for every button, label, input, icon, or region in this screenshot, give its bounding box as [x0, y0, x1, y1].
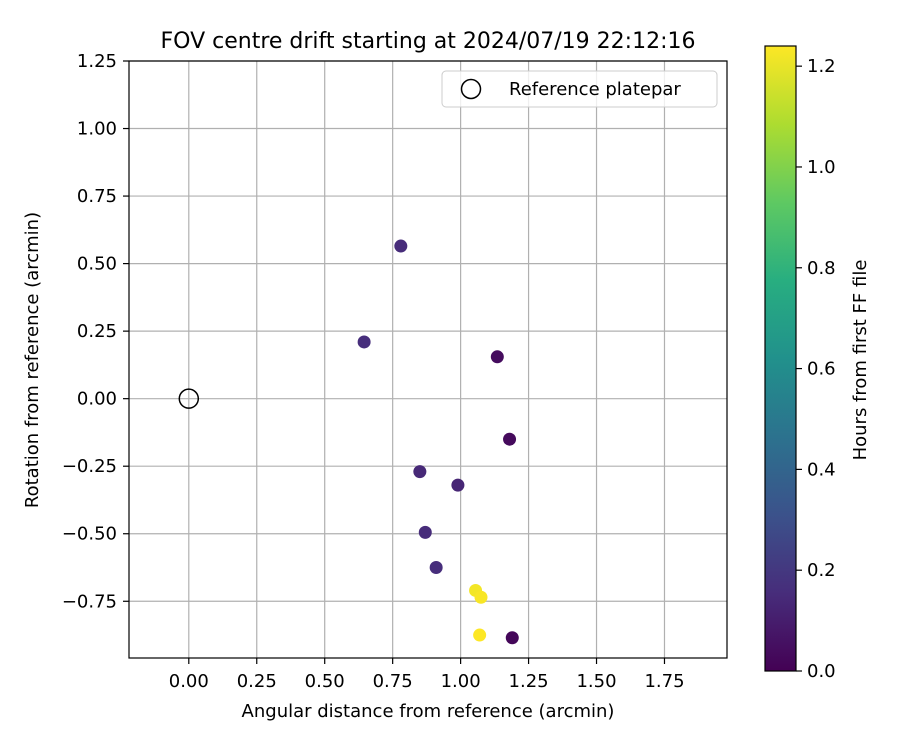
colorbar [765, 46, 796, 671]
chart-title: FOV centre drift starting at 2024/07/19 … [161, 29, 696, 54]
x-tick-label: 1.75 [644, 671, 684, 692]
data-point [429, 561, 443, 575]
x-axis-label: Angular distance from reference (arcmin) [242, 701, 615, 722]
grid-lines [129, 60, 727, 658]
x-tick-label: 1.50 [576, 671, 616, 692]
y-axis-label: Rotation from reference (arcmin) [22, 212, 43, 508]
colorbar-tick-label: 1.2 [807, 56, 836, 77]
colorbar-tick-label: 0.6 [807, 359, 836, 380]
x-axis-ticks: 0.00 0.25 0.50 0.75 1.00 1.25 1.50 1.75 [169, 658, 685, 692]
legend-marker [460, 78, 482, 100]
colorbar-tick-label: 1.0 [807, 157, 836, 178]
y-tick-label: −0.75 [62, 591, 117, 612]
y-tick-label: 0.00 [77, 389, 117, 410]
data-point [474, 590, 488, 604]
y-tick-label: −0.50 [62, 524, 117, 545]
x-tick-label: 1.00 [441, 671, 481, 692]
colorbar-frame [764, 45, 797, 672]
colorbar-tick-label: 0.8 [807, 258, 836, 279]
reference-platepar-marker [178, 388, 200, 409]
data-point [451, 478, 465, 492]
data-point [394, 239, 408, 253]
x-tick-label: 0.25 [237, 671, 277, 692]
y-tick-label: 0.25 [77, 321, 117, 342]
legend-box [441, 70, 718, 108]
data-point [503, 432, 517, 446]
y-tick-label: 1.25 [77, 51, 117, 72]
y-axis-ticks: 1.25 1.00 0.75 0.50 0.25 0.00 −0.25 −0.50 −0.75 [62, 51, 129, 612]
data-point [490, 350, 504, 364]
y-tick-label: −0.25 [62, 456, 117, 477]
data-point [357, 335, 371, 349]
colorbar-ticks: 0.0 0.2 0.4 0.6 0.8 1.0 1.2 [796, 56, 836, 682]
colorbar-tick-label: 0.0 [807, 661, 836, 682]
x-tick-label: 0.00 [169, 671, 209, 692]
colorbar-label: Hours from first FF file [850, 260, 871, 461]
y-tick-label: 0.50 [77, 254, 117, 275]
reference-marker-group [178, 388, 200, 409]
plot-frame [128, 60, 728, 659]
y-tick-label: 1.00 [77, 119, 117, 140]
legend: Reference platepar [441, 70, 718, 108]
y-tick-label: 0.75 [77, 186, 117, 207]
data-point [418, 525, 432, 539]
data-points [357, 239, 519, 645]
colorbar-tick-label: 0.4 [807, 459, 836, 480]
data-point [473, 628, 487, 642]
data-point [413, 465, 427, 479]
x-tick-label: 0.75 [373, 671, 413, 692]
x-tick-label: 1.25 [509, 671, 549, 692]
legend-entry: Reference platepar [509, 79, 681, 100]
x-tick-label: 0.50 [305, 671, 345, 692]
data-point [505, 631, 519, 645]
colorbar-tick-label: 0.2 [807, 560, 836, 581]
